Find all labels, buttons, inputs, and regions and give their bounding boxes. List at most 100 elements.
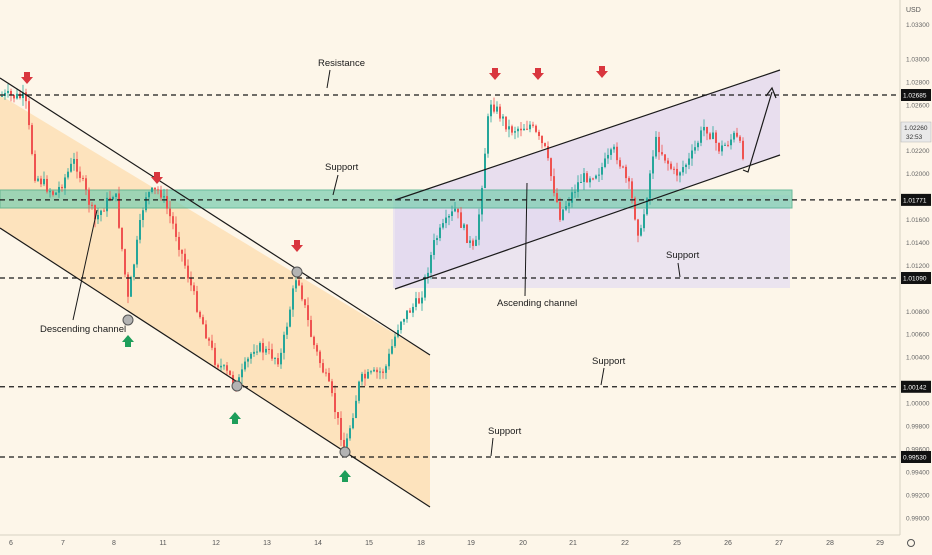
candle-body (469, 240, 471, 243)
candle-body (367, 371, 369, 379)
candle-body (493, 104, 495, 112)
candle-body (721, 145, 723, 152)
down-arrow-icon (21, 72, 33, 84)
candle-body (685, 164, 687, 168)
candle-body (478, 214, 480, 240)
candle-body (400, 321, 402, 331)
candle-body (331, 381, 333, 394)
level-price-tag (901, 193, 931, 206)
candle-body (34, 153, 36, 181)
descending-channel-top[interactable] (0, 77, 431, 356)
candle-body (43, 178, 45, 185)
time-axis-tick-label: 19 (467, 540, 475, 547)
support-right-pointer (677, 262, 681, 278)
up-arrow-icon (339, 470, 351, 482)
candle-body (499, 106, 501, 119)
candle-body (166, 196, 168, 209)
candle-body (577, 182, 579, 192)
candle-body (28, 101, 30, 126)
candle-body (13, 95, 15, 99)
candle-body (418, 298, 420, 304)
candle-body (115, 193, 117, 197)
candle-body (10, 90, 12, 96)
gear-icon[interactable] (907, 539, 915, 547)
candle-body (307, 305, 309, 321)
candle-body (103, 210, 105, 212)
chart-settings-icon[interactable] (907, 539, 915, 547)
candle-body (430, 254, 432, 273)
price-axis-tick-label: 1.02000 (906, 171, 930, 178)
candle-body (673, 168, 675, 170)
price-axis-tick-label: 1.02600 (906, 102, 930, 109)
candle-body (409, 310, 411, 313)
candle-body (487, 116, 489, 154)
ascending-channel-top[interactable] (394, 69, 781, 201)
candle-body (16, 93, 18, 99)
candle-body (295, 280, 297, 289)
touch-circle (291, 266, 303, 278)
candle-body (517, 128, 519, 132)
level-price-tag (901, 89, 931, 101)
current-price-tag (900, 121, 932, 143)
candle-body (223, 365, 225, 367)
candle-body (40, 178, 42, 185)
candle-body (643, 214, 645, 229)
time-axis-tick-label: 18 (417, 540, 425, 547)
candle-body (205, 324, 207, 339)
candle-body (88, 189, 90, 205)
price-axis-tick-label: 0.99000 (906, 515, 930, 522)
candle-body (718, 142, 720, 152)
candle-body (193, 285, 195, 292)
ascending-channel-bottom[interactable] (394, 154, 781, 290)
candle-body (199, 311, 201, 318)
candle-body (508, 126, 510, 130)
candle-body (127, 274, 129, 297)
candle-body (349, 428, 351, 439)
candle-body (175, 223, 177, 237)
candle-body (448, 215, 450, 218)
price-axis-tick-label: 1.01600 (906, 217, 930, 224)
candle-body (319, 351, 321, 364)
candle-body (412, 306, 414, 313)
price-axis-tick-label: 0.99400 (906, 469, 930, 476)
candle-body (451, 211, 453, 216)
candle-body (712, 132, 714, 140)
support-upper-label: Support (325, 162, 359, 173)
down-arrow-icon (489, 68, 501, 80)
candle-body (94, 205, 96, 220)
candle-body (226, 365, 228, 371)
level-price-tag-label: 1.01090 (903, 276, 927, 283)
up-arrow-icon (229, 412, 241, 424)
candle-body (55, 192, 57, 195)
candle-body (394, 336, 396, 347)
resistance-pointer (326, 69, 331, 89)
candle-body (154, 187, 156, 190)
candle-body (703, 126, 705, 131)
candle-body (121, 227, 123, 250)
down-arrow-icon (596, 66, 608, 78)
candle-body (334, 393, 336, 413)
candle-body (265, 348, 267, 353)
candle-body (343, 439, 345, 447)
candle-body (550, 158, 552, 177)
level-price-tag-label: 0.99530 (903, 455, 927, 462)
price-axis-tick-label: 1.02200 (906, 148, 930, 155)
support-low-label: Support (488, 426, 522, 437)
candle-body (592, 178, 594, 180)
descending-channel-bottom[interactable] (0, 227, 431, 508)
candle-body (214, 347, 216, 365)
candle-body (91, 204, 93, 206)
descending-channel-pointer (72, 209, 98, 321)
candle-body (151, 187, 153, 192)
candle-body (670, 163, 672, 169)
candle-body (385, 366, 387, 373)
candle-body (601, 166, 603, 175)
candle-body (169, 208, 171, 217)
candle-body (49, 191, 51, 193)
candle-body (574, 191, 576, 193)
candle-body (490, 104, 492, 117)
candle-body (622, 166, 624, 168)
candle-body (325, 372, 327, 374)
